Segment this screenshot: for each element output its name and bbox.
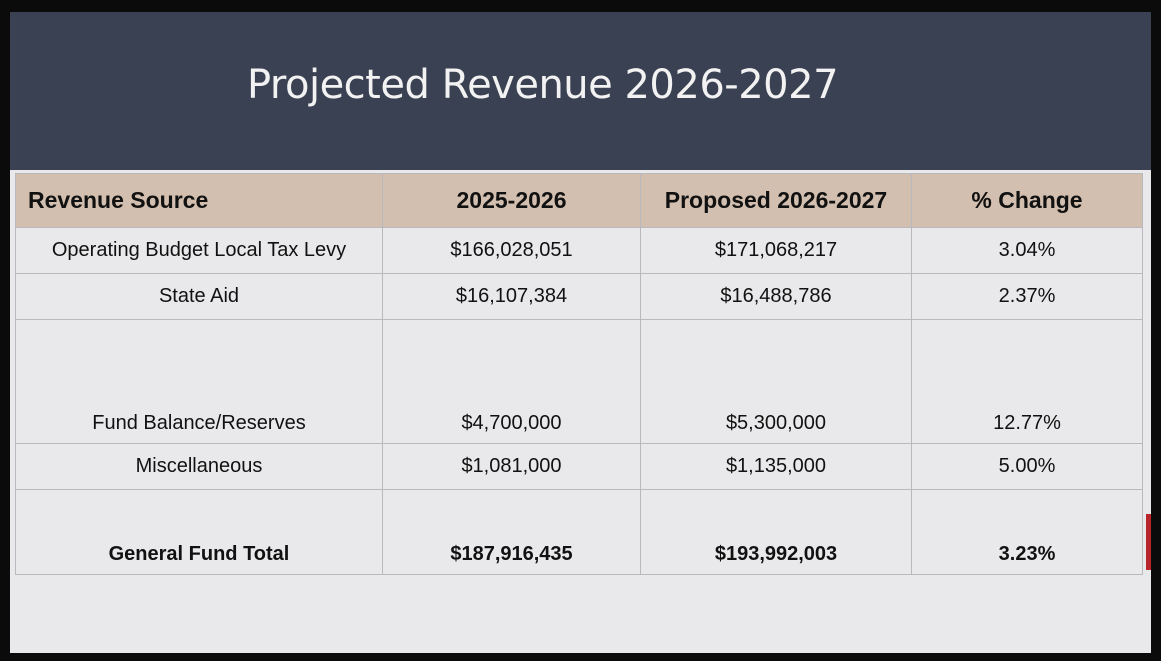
row-current: $16,107,384 bbox=[382, 273, 641, 320]
row-proposed: $1,135,000 bbox=[640, 443, 912, 490]
row-source: Miscellaneous bbox=[15, 443, 383, 490]
table-total-row: General Fund Total $187,916,435 $193,992… bbox=[15, 489, 1143, 575]
edge-accent-mark bbox=[1146, 514, 1151, 570]
header-2025-2026: 2025-2026 bbox=[382, 173, 641, 228]
slide-title: Projected Revenue 2026-2027 bbox=[247, 62, 839, 108]
row-change: 3.04% bbox=[911, 227, 1143, 274]
row-change: 2.37% bbox=[911, 273, 1143, 320]
table-row: Miscellaneous $1,081,000 $1,135,000 5.00… bbox=[15, 443, 1143, 490]
total-change: 3.23% bbox=[911, 489, 1143, 575]
total-current: $187,916,435 bbox=[382, 489, 641, 575]
row-change: 12.77% bbox=[911, 319, 1143, 444]
header-proposed-2026-2027: Proposed 2026-2027 bbox=[640, 173, 912, 228]
header-revenue-source: Revenue Source bbox=[15, 173, 383, 228]
row-current: $166,028,051 bbox=[382, 227, 641, 274]
revenue-table: Revenue Source 2025-2026 Proposed 2026-2… bbox=[15, 173, 1143, 575]
row-change: 5.00% bbox=[911, 443, 1143, 490]
title-band: Projected Revenue 2026-2027 bbox=[10, 12, 1151, 170]
row-current: $4,700,000 bbox=[382, 319, 641, 444]
table-header-row: Revenue Source 2025-2026 Proposed 2026-2… bbox=[15, 173, 1143, 228]
total-proposed: $193,992,003 bbox=[640, 489, 912, 575]
total-label: General Fund Total bbox=[15, 489, 383, 575]
table-row: State Aid $16,107,384 $16,488,786 2.37% bbox=[15, 273, 1143, 320]
row-proposed: $5,300,000 bbox=[640, 319, 912, 444]
row-proposed: $16,488,786 bbox=[640, 273, 912, 320]
row-source: State Aid bbox=[15, 273, 383, 320]
header-percent-change: % Change bbox=[911, 173, 1143, 228]
row-source: Operating Budget Local Tax Levy bbox=[15, 227, 383, 274]
row-current: $1,081,000 bbox=[382, 443, 641, 490]
table-row: Operating Budget Local Tax Levy $166,028… bbox=[15, 227, 1143, 274]
slide: Projected Revenue 2026-2027 Revenue Sour… bbox=[10, 12, 1151, 653]
table-row: Fund Balance/Reserves $4,700,000 $5,300,… bbox=[15, 319, 1143, 444]
row-proposed: $171,068,217 bbox=[640, 227, 912, 274]
row-source: Fund Balance/Reserves bbox=[15, 319, 383, 444]
